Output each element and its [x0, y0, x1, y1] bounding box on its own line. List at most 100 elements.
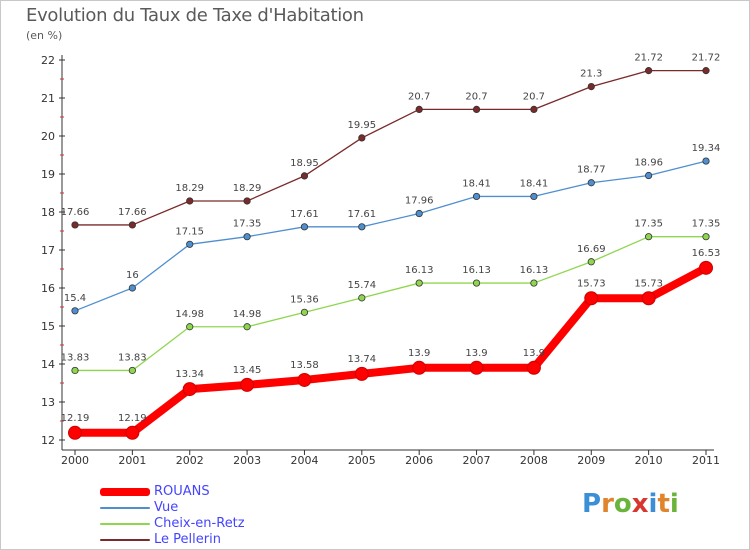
data-label: 17.96: [405, 196, 434, 207]
data-point: [358, 294, 366, 302]
data-point: [240, 377, 255, 392]
data-label: 13.9: [523, 348, 545, 359]
data-point: [469, 360, 484, 375]
data-point: [645, 67, 653, 75]
x-tick-label: 2008: [520, 454, 548, 467]
data-label: 17.15: [175, 226, 204, 237]
data-label: 20.7: [465, 91, 487, 102]
data-label: 19.95: [347, 120, 376, 131]
data-label: 19.34: [692, 143, 721, 154]
data-label: 15.36: [290, 294, 319, 305]
y-tick-label: 22: [41, 54, 55, 67]
legend-item: Vue: [100, 500, 300, 516]
data-point: [182, 382, 197, 397]
data-label: 15.73: [577, 278, 606, 289]
data-point: [530, 279, 538, 287]
legend-label: ROUANS: [154, 484, 210, 499]
legend-swatch: [100, 488, 150, 496]
data-label: 13.83: [118, 352, 147, 363]
data-point: [186, 323, 194, 331]
y-tick-label: 17: [41, 244, 55, 257]
data-label: 16.13: [462, 265, 491, 276]
data-label: 21.72: [634, 53, 663, 64]
x-tick-label: 2009: [577, 454, 605, 467]
data-point: [125, 425, 140, 440]
chart-subtitle: (en %): [26, 29, 63, 42]
data-label: 20.7: [523, 91, 545, 102]
x-tick-label: 2004: [290, 454, 318, 467]
legend-label: Cheix-en-Retz: [154, 516, 245, 531]
legend-item: Cheix-en-Retz: [100, 516, 300, 532]
data-point: [358, 134, 366, 142]
data-label: 13.83: [61, 352, 90, 363]
data-point: [68, 425, 82, 440]
data-label: 17.35: [692, 219, 721, 230]
data-point: [584, 291, 599, 306]
series-line-cheix-en-retz: [74, 236, 707, 372]
data-point: [300, 308, 309, 316]
data-point: [530, 105, 538, 114]
data-point: [530, 192, 538, 201]
data-label: 18.29: [175, 183, 204, 194]
x-tick-label: 2000: [61, 454, 89, 467]
proxiti-logo: Proxiti: [582, 489, 679, 519]
y-tick-label: 19: [41, 168, 55, 181]
data-point: [415, 279, 423, 287]
data-label: 17.35: [233, 219, 262, 230]
data-point: [641, 291, 656, 306]
data-label: 17.66: [61, 207, 90, 218]
y-tick-label: 16: [41, 282, 55, 295]
y-tick-label: 15: [41, 320, 55, 333]
data-label: 12.19: [61, 413, 90, 424]
x-tick-label: 2002: [176, 454, 204, 467]
data-point: [243, 197, 251, 205]
data-label: 15.74: [347, 280, 376, 291]
data-label: 16: [126, 270, 139, 281]
data-point: [300, 223, 309, 231]
y-tick-label: 20: [41, 130, 55, 143]
series-line-vue: [74, 160, 707, 312]
legend-swatch: [100, 539, 150, 541]
x-tick-label: 2005: [348, 454, 376, 467]
data-label: 18.29: [233, 183, 262, 194]
legend-swatch: [100, 507, 150, 509]
x-tick-label: 2011: [692, 454, 720, 467]
data-point: [71, 307, 79, 315]
x-tick-label: 2010: [635, 454, 663, 467]
data-point: [526, 360, 541, 375]
data-label: 13.45: [233, 365, 262, 376]
data-label: 20.7: [408, 91, 430, 102]
y-tick-label: 12: [41, 434, 55, 447]
series-line-rouans: [71, 263, 710, 437]
data-label: 13.9: [408, 348, 430, 359]
data-label: 14.98: [175, 309, 204, 320]
x-tick-label: 2003: [233, 454, 261, 467]
data-point: [297, 372, 312, 387]
data-point: [186, 240, 194, 248]
data-label: 16.13: [520, 265, 549, 276]
data-point: [587, 179, 595, 187]
data-label: 18.41: [462, 178, 491, 189]
data-label: 13.34: [175, 369, 204, 380]
legend-item: ROUANS: [100, 484, 300, 500]
data-point: [243, 323, 251, 331]
data-point: [128, 284, 136, 292]
data-point: [415, 209, 423, 218]
data-label: 13.58: [290, 360, 319, 371]
data-label: 17.66: [118, 207, 147, 218]
data-point: [71, 366, 79, 375]
data-point: [645, 233, 653, 241]
x-tick-label: 2006: [405, 454, 433, 467]
data-point: [702, 233, 710, 241]
data-label: 18.96: [634, 158, 663, 169]
data-label: 16.53: [692, 248, 721, 259]
data-point: [186, 197, 194, 205]
data-point: [412, 360, 427, 375]
data-point: [472, 279, 481, 287]
data-point: [645, 171, 653, 180]
data-label: 21.72: [692, 53, 721, 64]
data-point: [354, 366, 369, 381]
data-label: 16.13: [405, 265, 434, 276]
data-point: [128, 221, 136, 229]
